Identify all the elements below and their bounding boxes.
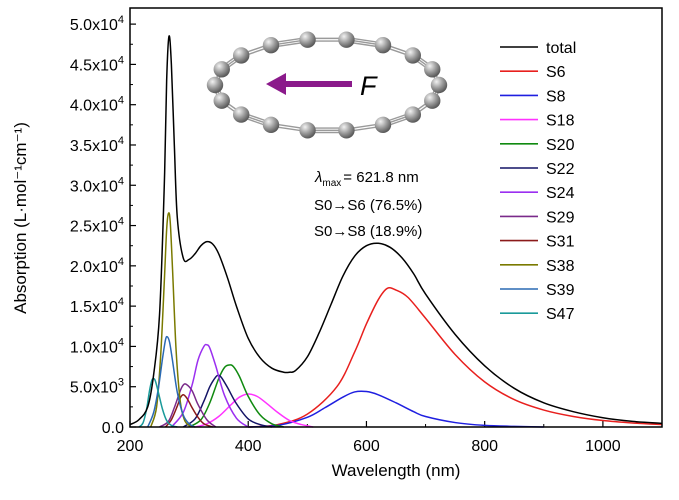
legend-label-s18: S18 [546, 113, 575, 130]
legend-label-s39: S39 [546, 282, 575, 299]
force-label: F [360, 71, 378, 101]
legend-label-s24: S24 [546, 185, 575, 202]
y-tick-label: 2.0x104 [70, 256, 124, 276]
legend: total S6 S8 S18 S20 S22 S24 S29 S31 S38 S39 S47 [500, 40, 576, 323]
x-axis-title: Wavelength (nm) [332, 461, 461, 480]
carbon-atom [374, 36, 392, 54]
lambda-value: = 621.8 nm [343, 169, 418, 186]
legend-label-s38: S38 [546, 258, 575, 275]
carbon-atom [213, 61, 230, 78]
x-tick-label: 400 [235, 438, 262, 455]
carbon-atom [404, 47, 421, 64]
carbon-atom [299, 122, 316, 139]
y-tick-label: 4.0x104 [70, 95, 124, 115]
x-tick-label: 1000 [585, 438, 621, 455]
y-tick-label: 5.0x104 [70, 14, 124, 34]
y-tick-label: 3.0x104 [70, 175, 124, 195]
plot-frame [129, 7, 663, 428]
transition-s8: S0→S8 (18.9%) [314, 223, 422, 240]
x-axis-ticks: 200 400 600 800 1000 [117, 421, 621, 455]
y-axis-ticks: 0.0 5.0x103 1.0x104 1.5x104 2.0x104 2.5x104 3.… [70, 14, 136, 437]
y-tick-label: 1.5x104 [70, 296, 124, 316]
legend-label-s47: S47 [546, 306, 575, 323]
y-tick-label: 0.0 [102, 420, 124, 437]
series-lines [129, 35, 663, 428]
series-line-s8 [248, 390, 544, 428]
y-axis-title: Absorption (L·mol⁻¹cm⁻¹) [11, 122, 30, 314]
force-arrow [266, 73, 352, 95]
carbon-atom [338, 31, 355, 48]
y-tick-label: 2.5x104 [70, 216, 124, 236]
legend-label-s22: S22 [546, 161, 575, 178]
carbon-atom [430, 76, 448, 94]
series-line-s24 [170, 343, 249, 428]
series-line-total [129, 35, 663, 426]
x-tick-label: 200 [117, 438, 144, 455]
carbon-atom [233, 106, 250, 123]
carbon-atom [424, 92, 441, 109]
carbon-atom [213, 92, 230, 109]
carbon-atom [262, 36, 280, 54]
series-line-s18 [194, 393, 314, 428]
series-line-s29 [159, 383, 217, 428]
transition-s6: S0→S6 (76.5%) [314, 197, 422, 214]
x-tick-label: 600 [353, 438, 380, 455]
carbon-atom [374, 116, 392, 134]
series-line-s6 [248, 287, 663, 428]
y-tick-label: 3.5x104 [70, 135, 124, 155]
y-tick-label: 4.5x104 [70, 54, 124, 74]
carbon-atom [338, 122, 355, 139]
lambda-max-label: λmax = 621.8 nm [314, 169, 419, 189]
series-line-s38 [149, 212, 196, 428]
series-line-s20 [188, 364, 284, 428]
legend-label-s29: S29 [546, 209, 575, 226]
legend-label-s8: S8 [546, 88, 566, 105]
x-tick-label: 800 [471, 438, 498, 455]
legend-label-s31: S31 [546, 234, 575, 251]
carbon-atom [206, 76, 224, 94]
carbon-atom [404, 106, 421, 123]
series-line-s22 [182, 374, 273, 428]
legend-label-s20: S20 [546, 137, 575, 154]
y-tick-label: 1.0x104 [70, 336, 124, 356]
carbon-atom [262, 116, 280, 134]
carbon-atom [424, 61, 441, 78]
legend-label-s6: S6 [546, 64, 566, 81]
y-tick-label: 5.0x103 [70, 377, 124, 397]
lambda-symbol: λ [314, 169, 322, 186]
lambda-subscript: max [322, 178, 341, 189]
carbon-ring-illustration [206, 31, 448, 139]
legend-label-total: total [546, 40, 576, 57]
carbon-atom [299, 31, 316, 48]
carbon-atom [233, 47, 250, 64]
series-line-s31 [164, 394, 214, 428]
